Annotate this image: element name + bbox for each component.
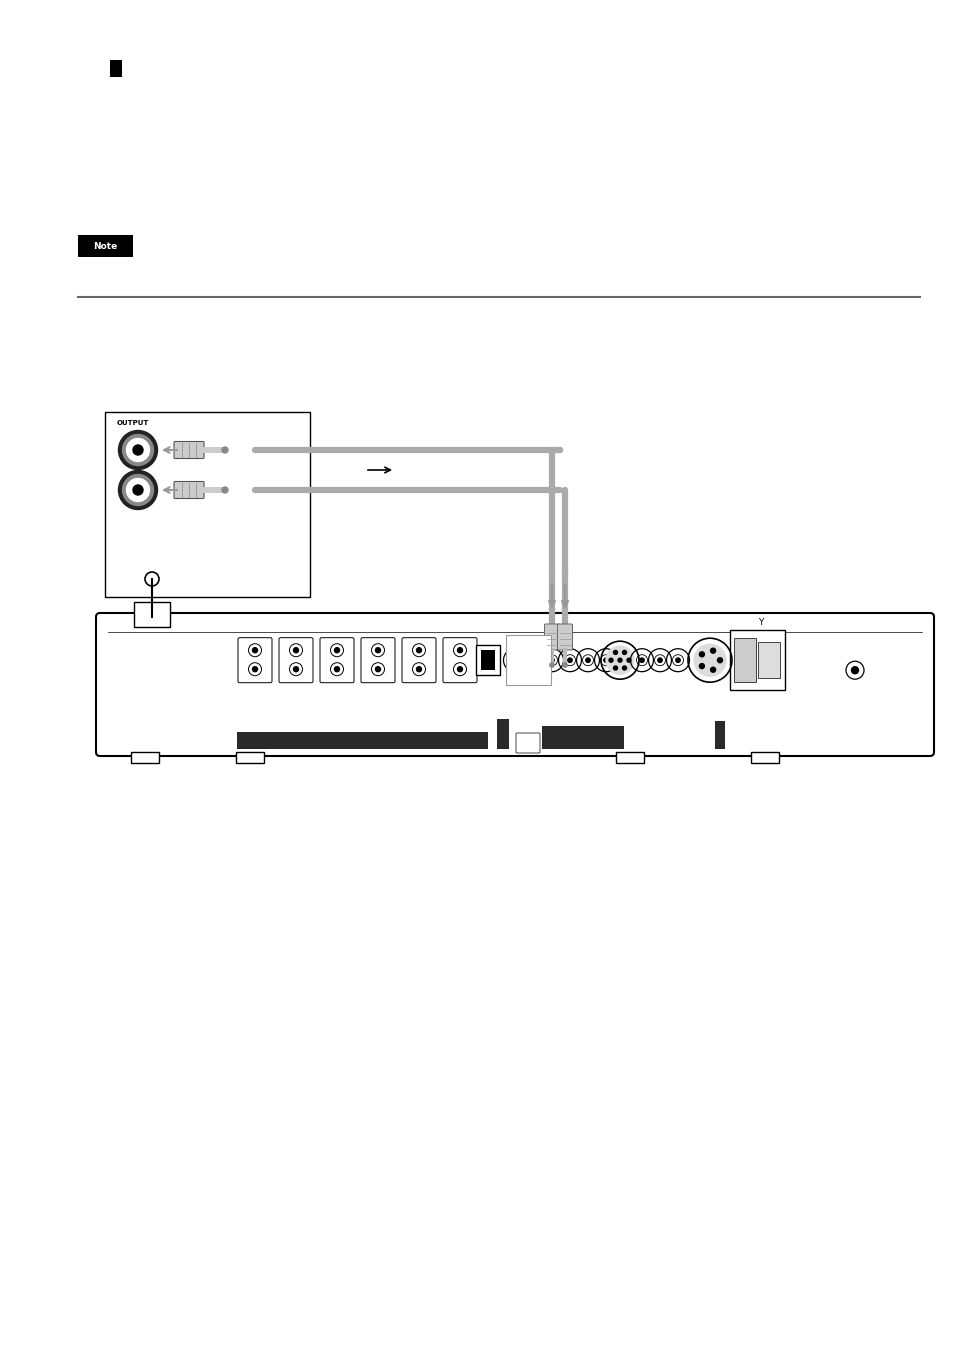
Circle shape — [613, 650, 617, 654]
Bar — [131, 752, 159, 763]
Bar — [562, 648, 566, 665]
Bar — [505, 635, 551, 685]
Bar — [105, 412, 310, 598]
Circle shape — [699, 664, 703, 669]
Circle shape — [253, 648, 257, 653]
Bar — [550, 648, 554, 665]
Circle shape — [851, 667, 858, 673]
Circle shape — [118, 430, 157, 469]
Text: Y: Y — [758, 618, 762, 627]
Text: Note: Note — [93, 242, 117, 250]
Circle shape — [622, 650, 626, 654]
FancyBboxPatch shape — [442, 638, 476, 683]
FancyBboxPatch shape — [319, 638, 354, 683]
Circle shape — [622, 667, 626, 671]
Circle shape — [562, 662, 567, 667]
Bar — [497, 719, 509, 749]
Circle shape — [626, 658, 630, 662]
Circle shape — [294, 667, 298, 672]
Circle shape — [335, 667, 339, 672]
Circle shape — [618, 658, 621, 662]
Bar — [235, 752, 264, 763]
FancyBboxPatch shape — [237, 638, 272, 683]
Circle shape — [335, 648, 339, 653]
FancyBboxPatch shape — [544, 625, 558, 650]
FancyBboxPatch shape — [173, 442, 204, 458]
Bar — [203, 487, 225, 493]
Bar — [203, 448, 225, 453]
Bar — [733, 638, 755, 683]
Circle shape — [710, 667, 715, 672]
Circle shape — [529, 658, 534, 662]
Bar — [110, 59, 122, 77]
Bar — [78, 235, 132, 257]
Circle shape — [613, 667, 617, 671]
FancyBboxPatch shape — [278, 638, 313, 683]
Circle shape — [717, 657, 721, 662]
Circle shape — [513, 658, 517, 662]
FancyBboxPatch shape — [360, 638, 395, 683]
Circle shape — [675, 658, 679, 662]
Circle shape — [127, 438, 150, 461]
Circle shape — [122, 434, 153, 465]
Circle shape — [457, 648, 462, 653]
Bar — [616, 752, 643, 763]
Bar — [236, 731, 488, 749]
Circle shape — [710, 648, 715, 653]
Circle shape — [549, 662, 554, 667]
Circle shape — [375, 648, 380, 653]
Circle shape — [416, 648, 421, 653]
Circle shape — [699, 652, 703, 657]
Bar — [480, 650, 495, 671]
Circle shape — [658, 658, 661, 662]
Text: OUTPUT: OUTPUT — [117, 420, 150, 426]
Circle shape — [122, 475, 153, 506]
Circle shape — [549, 658, 554, 662]
Circle shape — [608, 658, 613, 662]
Circle shape — [118, 470, 157, 510]
Bar — [541, 726, 623, 749]
Circle shape — [127, 479, 150, 502]
FancyBboxPatch shape — [173, 481, 204, 499]
Circle shape — [253, 667, 257, 672]
Circle shape — [132, 485, 143, 495]
Circle shape — [639, 658, 643, 662]
Circle shape — [557, 448, 562, 453]
FancyBboxPatch shape — [516, 733, 539, 753]
Circle shape — [416, 667, 421, 672]
Circle shape — [693, 644, 725, 676]
FancyBboxPatch shape — [96, 612, 933, 756]
Circle shape — [222, 487, 228, 493]
Circle shape — [585, 658, 590, 662]
Bar — [750, 752, 779, 763]
FancyBboxPatch shape — [401, 638, 436, 683]
Bar — [729, 630, 784, 691]
FancyBboxPatch shape — [557, 625, 572, 650]
Bar — [133, 602, 170, 627]
Bar — [476, 645, 499, 675]
Bar — [714, 721, 724, 749]
Circle shape — [567, 658, 572, 662]
Circle shape — [294, 648, 298, 653]
Circle shape — [457, 667, 462, 672]
Circle shape — [375, 667, 380, 672]
Circle shape — [605, 646, 634, 675]
Bar — [758, 642, 780, 679]
Circle shape — [603, 658, 608, 662]
Circle shape — [132, 445, 143, 456]
Circle shape — [222, 448, 228, 453]
